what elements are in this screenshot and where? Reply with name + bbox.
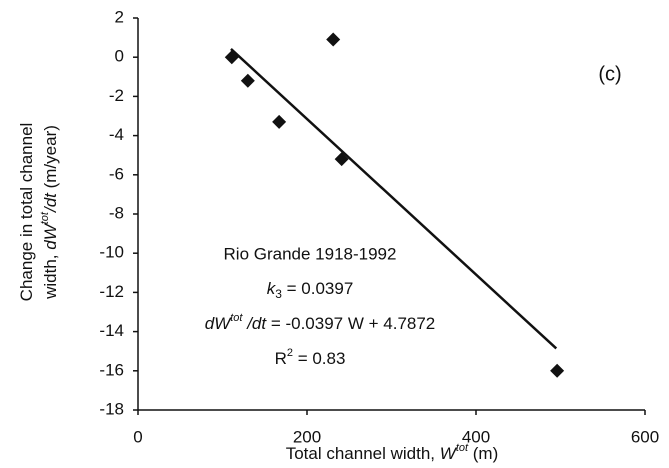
- x-axis-label: Total channel width, Wtot (m): [286, 442, 499, 464]
- y-tick-label: 0: [115, 47, 124, 66]
- point: [326, 32, 341, 47]
- yl00: Change in total channel: [17, 123, 36, 302]
- x-tick-label: 600: [631, 427, 659, 446]
- r: R: [275, 349, 287, 368]
- y-axis-label: Change in total channel width, dWtot/dt …: [17, 123, 60, 302]
- y-tick-label: -10: [99, 243, 124, 262]
- yl-line1: Change in total channel: [17, 123, 36, 302]
- eq-dt: /dt: [242, 314, 267, 333]
- site-label: Rio Grande 1918-1992: [224, 244, 397, 263]
- point: [224, 50, 239, 65]
- k: k: [267, 279, 277, 298]
- point: [272, 114, 287, 129]
- y-tick-label: -16: [99, 360, 124, 379]
- y-tick-label: -2: [109, 86, 124, 105]
- trend-line: [230, 48, 558, 350]
- xl1: W: [440, 444, 458, 463]
- r-sup: 2: [287, 347, 293, 359]
- r2-label: R2 = 0.83: [275, 347, 346, 369]
- equation: dWtot /dt = -0.0397 W + 4.7872: [205, 312, 436, 334]
- point: [240, 73, 255, 88]
- eq-d: dW: [205, 314, 232, 333]
- yl13: /dt: [41, 192, 60, 213]
- r-value: = 0.83: [293, 349, 345, 368]
- y-tick-label: -18: [99, 399, 124, 418]
- xl2: tot: [456, 442, 469, 454]
- k-sub: 3: [275, 287, 282, 301]
- y-tick-label: -8: [109, 203, 124, 222]
- x-tick-label: 400: [462, 427, 490, 446]
- eq-rest: = -0.0397 W + 4.7872: [266, 314, 435, 333]
- yl10: width,: [41, 250, 60, 300]
- y-tick-label: -6: [109, 164, 124, 183]
- yl12: tot: [39, 211, 51, 224]
- y-tick-label: -12: [99, 282, 124, 301]
- yl-line2: width, dWtot/dt (m/year): [39, 125, 61, 300]
- k-label: k3 = 0.0397: [267, 279, 354, 301]
- y-tick-label: -4: [109, 125, 124, 144]
- yl14: (m/year): [41, 125, 60, 193]
- x-tick-label: 200: [293, 427, 321, 446]
- x-tick-label: 0: [133, 427, 142, 446]
- point: [550, 363, 565, 378]
- y-tick-label: -14: [99, 321, 124, 340]
- y-tick-label: 2: [115, 7, 124, 26]
- k-value: = 0.0397: [282, 279, 353, 298]
- eq-sup: tot: [230, 312, 243, 324]
- yl11: dW: [41, 222, 60, 249]
- xl0: Total channel width,: [286, 444, 440, 463]
- panel-label: (c): [598, 63, 621, 85]
- xl3: (m): [468, 444, 498, 463]
